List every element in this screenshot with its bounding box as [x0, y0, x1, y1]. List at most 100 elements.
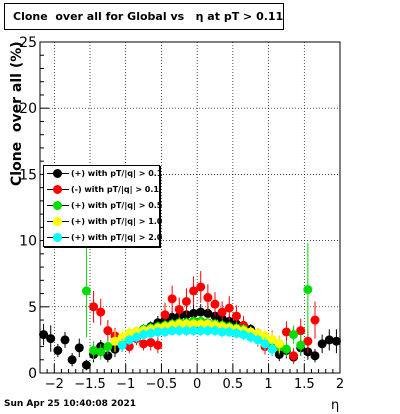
x-tick-label: −0.5	[146, 377, 178, 392]
data-point	[260, 339, 270, 349]
data-point	[260, 331, 270, 341]
data-point	[117, 340, 127, 350]
data-point	[53, 345, 63, 355]
y-tick-label: 5	[28, 300, 37, 316]
data-point	[174, 304, 184, 314]
legend-marker	[53, 201, 62, 210]
data-point	[167, 326, 177, 336]
data-point	[131, 332, 141, 342]
data-point	[239, 330, 249, 340]
legend-marker	[53, 185, 62, 194]
data-point	[289, 351, 299, 361]
data-point	[96, 347, 106, 357]
legend-label: (+) with pT/|q| > 1.0	[71, 217, 163, 226]
data-point	[296, 326, 306, 336]
data-point	[103, 342, 113, 352]
data-point	[124, 335, 134, 345]
x-tick-label: 2	[336, 377, 344, 392]
legend-entry-neg-0-1: (-) with pT/|q| > 0.1	[44, 182, 161, 198]
y-tick-label: 0	[28, 366, 37, 382]
data-point	[203, 319, 213, 329]
data-point	[103, 351, 113, 361]
data-point	[67, 355, 77, 365]
timestamp-footer: Sun Apr 25 10:40:08 2021	[4, 399, 137, 409]
data-point	[39, 330, 49, 340]
data-point	[124, 342, 134, 352]
legend-label: (-) with pT/|q| > 0.1	[71, 185, 159, 194]
data-point	[189, 326, 199, 336]
data-point	[153, 327, 163, 337]
x-tick-label: 0	[193, 377, 201, 392]
data-point	[331, 336, 341, 346]
data-point	[317, 339, 327, 349]
data-point	[74, 343, 84, 353]
y-tick-label: 15	[19, 167, 37, 183]
data-point	[246, 332, 256, 342]
chart-title: Clone over all for Global vs η at pT > 0…	[4, 3, 284, 30]
data-point	[196, 282, 206, 292]
data-point	[281, 327, 291, 337]
data-point	[60, 335, 70, 345]
data-point	[89, 302, 99, 312]
legend-label: (+) with pT/|q| > 0.5	[71, 201, 163, 210]
data-point	[96, 307, 106, 317]
data-point	[253, 328, 263, 338]
data-point	[267, 344, 277, 354]
data-point	[81, 286, 91, 296]
data-point	[324, 335, 334, 345]
data-point	[281, 344, 291, 354]
data-point	[174, 319, 184, 329]
legend-marker	[53, 169, 62, 178]
y-tick-label: 25	[19, 35, 37, 51]
data-point	[181, 326, 191, 336]
x-tick-label: −1	[116, 377, 135, 392]
data-point	[174, 326, 184, 336]
data-point	[203, 326, 213, 336]
data-point	[253, 335, 263, 345]
legend-marker	[53, 233, 62, 242]
data-point	[231, 311, 241, 321]
x-axis-label: η	[331, 398, 340, 413]
y-tick-label: 10	[19, 234, 37, 250]
data-point	[117, 332, 127, 342]
legend-marker	[53, 217, 62, 226]
data-point	[139, 339, 149, 349]
data-point	[146, 328, 156, 338]
legend: (+) with pT/|q| > 0.1 (-) with pT/|q| > …	[43, 165, 163, 247]
data-point	[231, 328, 241, 338]
data-point	[224, 327, 234, 337]
data-point	[124, 328, 134, 338]
data-point	[210, 326, 220, 336]
data-point	[224, 303, 234, 313]
data-point	[160, 310, 170, 320]
x-tick-label: −2	[45, 377, 64, 392]
data-point	[189, 319, 199, 329]
x-tick-label: 1.5	[294, 377, 315, 392]
legend-label: (+) with pT/|q| > 2.0	[71, 233, 163, 242]
legend-entry-pos-0-1: (+) with pT/|q| > 0.1	[44, 166, 162, 182]
data-point	[181, 319, 191, 329]
data-point	[289, 330, 299, 340]
data-point	[203, 293, 213, 303]
data-point	[217, 327, 227, 337]
legend-entry-pos-2-0: (+) with pT/|q| > 2.0	[44, 230, 163, 246]
data-point	[210, 299, 220, 309]
data-point	[81, 360, 91, 370]
data-point	[167, 294, 177, 304]
data-point	[296, 340, 306, 350]
data-point	[46, 334, 56, 344]
data-point	[189, 308, 199, 318]
y-axis-label: Clone over all (%)	[9, 41, 25, 186]
data-point	[196, 319, 206, 329]
data-point	[310, 315, 320, 325]
data-point	[303, 285, 313, 295]
data-point	[139, 330, 149, 340]
data-point	[310, 351, 320, 361]
data-point	[303, 336, 313, 346]
data-point	[167, 312, 177, 322]
x-tick-label: −1.5	[74, 377, 106, 392]
data-point	[110, 336, 120, 346]
data-point	[160, 327, 170, 337]
data-point	[146, 338, 156, 348]
